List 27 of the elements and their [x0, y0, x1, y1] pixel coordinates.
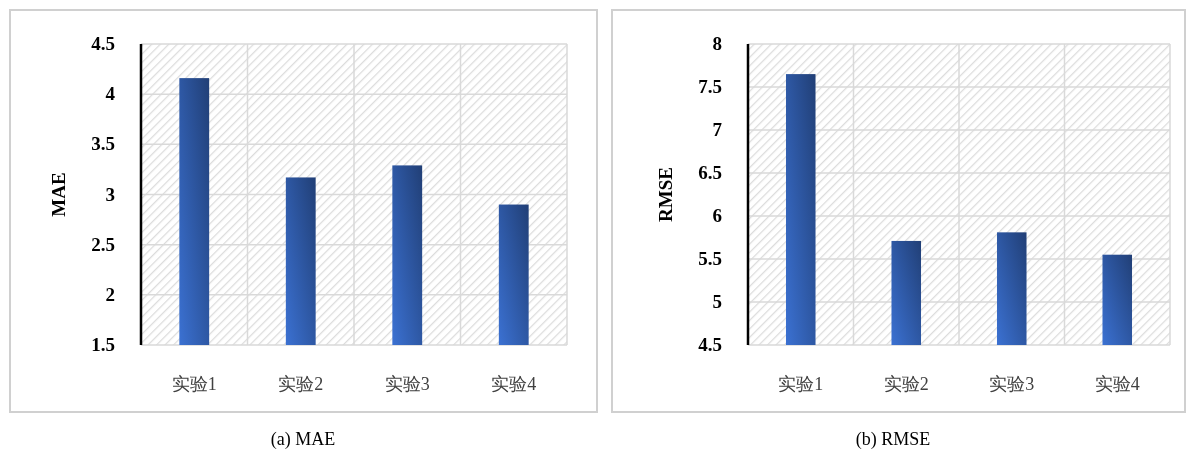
y-tick-label: 5.5: [698, 248, 722, 269]
text: (b) RMSE: [855, 429, 931, 450]
x-tick-label: 实验4: [1094, 374, 1140, 394]
x-tick-label: 实验2: [278, 374, 324, 394]
x-tick-label: 实验1: [171, 374, 217, 394]
y-tick-label: 6.5: [698, 162, 722, 183]
y-tick-label: 7.5: [698, 76, 722, 97]
y-tick-label: 3.5: [91, 133, 115, 155]
y-tick-label: 4.5: [91, 33, 115, 54]
x-tick-label: 实验4: [491, 374, 537, 394]
x-tick-label: 实验1: [778, 374, 824, 394]
y-axis-title: MAE: [48, 172, 69, 217]
x-tick-label: 实验2: [883, 374, 929, 394]
y-tick-label: 2: [105, 283, 115, 305]
y-tick-label: 8: [712, 33, 722, 54]
y-tick-label: 5: [712, 291, 722, 312]
x-tick-label: 实验3: [989, 374, 1035, 394]
text: (a) MAE: [270, 429, 336, 450]
y-axis-title: RMSE: [655, 167, 676, 222]
y-tick-label: 2.5: [91, 233, 115, 255]
y-tick-label: 7: [712, 119, 723, 140]
x-tick-label: 实验3: [384, 374, 430, 394]
y-tick-label: 3: [105, 183, 115, 205]
y-tick-label: 1.5: [91, 334, 115, 355]
y-tick-label: 6: [712, 205, 722, 226]
y-tick-label: 4.5: [698, 334, 722, 355]
y-tick-label: 4: [105, 83, 116, 105]
